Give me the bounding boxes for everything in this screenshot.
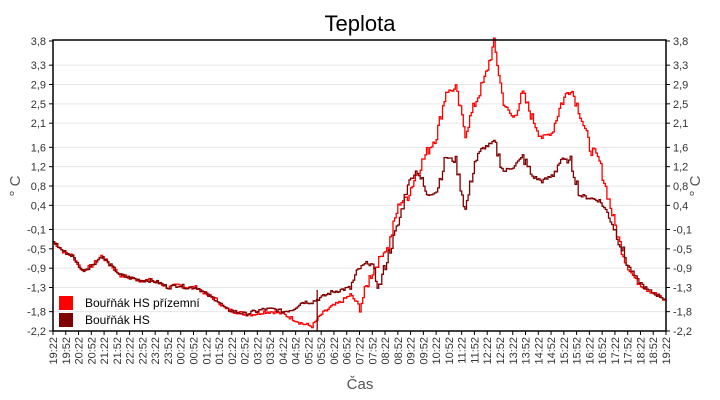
x-tick-label: 08:52 — [393, 337, 405, 365]
x-tick-label: 14:52 — [546, 337, 558, 365]
legend-item-bournak-hs[interactable]: Bouřňák HS — [59, 313, 150, 327]
x-tick-label: 12:52 — [495, 337, 507, 365]
x-tick-label: 14:22 — [533, 337, 545, 365]
x-tick-label: 23:22 — [150, 337, 162, 365]
x-tick-label: 03:22 — [252, 337, 264, 365]
x-tick-label: 19:22 — [48, 337, 60, 365]
x-tick-label: 19:52 — [61, 337, 73, 365]
y-tick-label: 0,8 — [673, 181, 688, 193]
x-tick-label: 00:22 — [176, 337, 188, 365]
x-tick-label: 15:22 — [559, 337, 571, 365]
y-tick-label: 2,5 — [31, 99, 46, 111]
plot-series — [53, 37, 667, 331]
y-tick-label: 0,8 — [31, 181, 46, 193]
x-tick-label: 23:52 — [163, 337, 175, 365]
y-axis-label-right: ° C — [687, 175, 704, 196]
x-tick-label: 09:22 — [406, 337, 418, 365]
series-line-bournak-hs — [53, 139, 667, 317]
x-tick-label: 05:52 — [316, 337, 328, 365]
y-tick-label: -0,5 — [27, 244, 46, 256]
legend-label: Bouřňák HS přízemní — [85, 296, 200, 310]
x-tick-label: 09:52 — [418, 337, 430, 365]
y-tick-label: -1,8 — [27, 307, 46, 319]
y-tick-label: 3,3 — [31, 60, 46, 72]
x-tick-label: 10:52 — [444, 337, 456, 365]
y-tick-label: -0,9 — [673, 263, 692, 275]
y-tick-label: 0,4 — [31, 200, 46, 212]
x-tick-label: 04:22 — [278, 337, 290, 365]
y-tick-label: 2,1 — [31, 118, 46, 130]
x-tick-label: 10:22 — [431, 337, 443, 365]
x-tick-label: 02:52 — [240, 337, 252, 365]
x-tick-label: 02:22 — [227, 337, 239, 365]
y-tick-label: -0,9 — [27, 263, 46, 275]
y-tick-label: -0,1 — [673, 225, 692, 237]
x-tick-label: 13:52 — [521, 337, 533, 365]
x-tick-label: 03:52 — [265, 337, 277, 365]
y-tick-label: 3,8 — [31, 36, 46, 48]
x-tick-label: 06:22 — [329, 337, 341, 365]
y-tick-label: 2,5 — [673, 99, 688, 111]
y-tick-label: 1,6 — [31, 142, 46, 154]
x-tick-label: 00:52 — [188, 337, 200, 365]
chart-title: Teplota — [325, 11, 397, 36]
y-tick-label: 2,9 — [31, 80, 46, 92]
x-tick-label: 07:22 — [355, 337, 367, 365]
x-tick-label: 18:22 — [635, 337, 647, 365]
x-tick-label: 22:22 — [125, 337, 137, 365]
y-tick-label: -0,5 — [673, 244, 692, 256]
x-tick-label: 21:22 — [99, 337, 111, 365]
x-tick-label: 16:52 — [597, 337, 609, 365]
y-tick-label: -1,8 — [673, 307, 692, 319]
legend-swatch-darkred — [59, 313, 73, 327]
x-tick-label: 06:52 — [342, 337, 354, 365]
legend-swatch-red — [59, 296, 73, 310]
y-tick-label: 0,4 — [673, 200, 688, 212]
x-tick-label: 08:22 — [380, 337, 392, 365]
x-tick-label: 04:52 — [291, 337, 303, 365]
x-tick-label: 01:22 — [201, 337, 213, 365]
x-tick-label: 11:52 — [469, 337, 481, 364]
x-axis-label: Čas — [347, 376, 374, 393]
x-tick-label: 22:52 — [137, 337, 149, 365]
x-tick-label: 11:22 — [457, 337, 469, 364]
y-tick-label: 1,2 — [673, 162, 688, 174]
x-tick-label: 13:22 — [508, 337, 520, 365]
y-axis-right: 3,8 3,3 2,9 2,5 2,1 1,6 1,2 0,8 0,4 -0,1 -0,5 -0,9 -… — [666, 36, 692, 338]
legend-label: Bouřňák HS — [85, 313, 150, 327]
y-tick-label: 1,2 — [31, 162, 46, 174]
legend: Bouřňák HS přízemní Bouřňák HS — [59, 296, 200, 327]
x-axis: 19:22 19:52 20:22 20:52 21:22 21:52 22:22 22:52… — [48, 331, 673, 365]
y-axis-left: 3,8 3,3 2,9 2,5 2,1 1,6 1,2 0,8 0,4 -0,1 -0,5 -0,9 -… — [27, 36, 53, 338]
x-tick-label: 21:52 — [112, 337, 124, 365]
y-tick-label: -0,1 — [27, 225, 46, 237]
x-tick-label: 12:22 — [482, 337, 494, 365]
y-tick-label: 3,8 — [673, 36, 688, 48]
x-tick-label: 19:22 — [661, 337, 673, 365]
x-tick-label: 05:22 — [303, 337, 315, 365]
x-tick-label: 18:52 — [648, 337, 660, 365]
y-tick-label: -2,2 — [27, 326, 46, 338]
x-tick-label: 16:22 — [584, 337, 596, 365]
y-tick-label: -2,2 — [673, 326, 692, 338]
x-tick-label: 07:52 — [367, 337, 379, 365]
y-tick-label: 3,3 — [673, 60, 688, 72]
y-tick-label: 1,6 — [673, 142, 688, 154]
x-tick-label: 17:52 — [623, 337, 635, 365]
legend-item-bournak-hs-prizemni[interactable]: Bouřňák HS přízemní — [59, 296, 200, 310]
x-tick-label: 15:52 — [572, 337, 584, 365]
y-tick-label: 2,9 — [673, 80, 688, 92]
x-tick-label: 17:22 — [610, 337, 622, 365]
y-axis-label-left: ° C — [7, 175, 24, 196]
x-tick-label: 01:52 — [214, 337, 226, 365]
y-tick-label: -1,3 — [673, 283, 692, 295]
x-tick-label: 20:22 — [74, 337, 86, 365]
y-tick-label: 2,1 — [673, 118, 688, 130]
x-tick-label: 20:52 — [86, 337, 98, 365]
y-tick-label: -1,3 — [27, 283, 46, 295]
